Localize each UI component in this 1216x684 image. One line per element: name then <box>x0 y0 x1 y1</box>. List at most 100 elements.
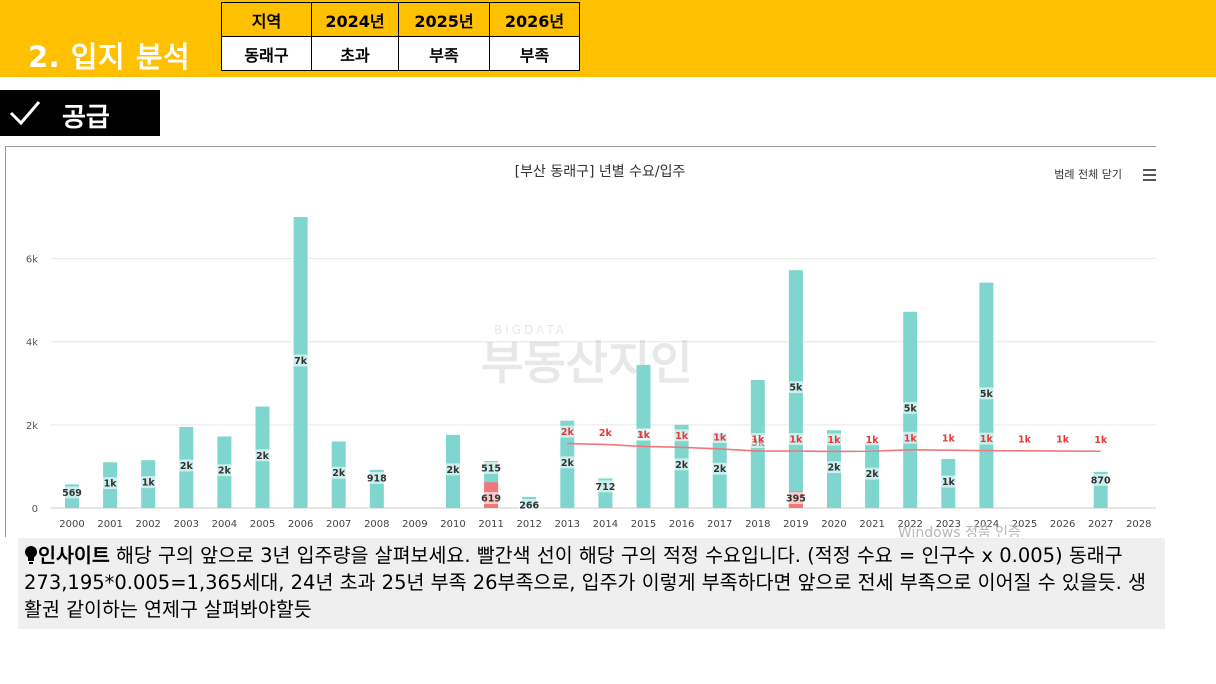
demand-data-label-bg <box>978 432 994 445</box>
partial-data-label: 395 <box>786 494 806 505</box>
demand-data-label: 1k <box>713 432 727 443</box>
x-tick-label: 2002 <box>135 519 160 530</box>
x-tick-label: 2026 <box>1050 519 1075 530</box>
x-tick-label: 2015 <box>631 519 656 530</box>
supply-data-label-bg <box>331 466 347 479</box>
partial-data-label-bg <box>785 492 807 504</box>
demand-data-label: 1k <box>904 433 918 444</box>
supply-data-label-bg <box>864 467 880 480</box>
os-watermark: Windows 정품 인증 <box>898 525 1021 537</box>
supply-data-label: 2k <box>828 463 842 474</box>
demand-data-label-bg <box>826 433 842 446</box>
supply-data-label: 266 <box>519 500 539 511</box>
demand-data-label: 1k <box>1018 434 1032 445</box>
x-tick-label: 2016 <box>669 519 694 530</box>
demand-data-label-bg <box>788 433 804 446</box>
hamburger-menu-icon[interactable] <box>1143 169 1156 181</box>
col-2024: 2024년 <box>311 2 399 37</box>
demand-data-label: 1k <box>828 435 842 446</box>
supply-data-label-bg <box>518 498 540 511</box>
region-table-row: 동래구 초과 부족 부족 <box>221 36 580 71</box>
cell-2024: 초과 <box>311 36 399 71</box>
watermark-small-text: BIGDATA <box>494 323 567 337</box>
supply-data-label-bg <box>445 463 461 476</box>
demand-data-label: 1k <box>1094 435 1108 446</box>
supply-data-label-bg <box>1090 473 1112 486</box>
region-table-header-row: 지역 2024년 2025년 2026년 <box>221 2 580 37</box>
demand-data-label: 1k <box>980 434 994 445</box>
supply-data-label: 1k <box>942 477 956 488</box>
supply-data-label: 2k <box>713 464 727 475</box>
supply-data-label: 2k <box>180 461 194 472</box>
supply-data-label-bg <box>826 461 842 474</box>
demand-line-layer <box>567 442 1101 453</box>
cell-region: 동래구 <box>221 36 312 71</box>
supply-demand-chart: BIGDATA 부동산지인 569 1k 1k 2k 2k 2k 7k 2k 918 2k 515 2… <box>26 164 1156 541</box>
supply-data-label: 5k <box>980 389 994 400</box>
y-tick-label: 4k <box>26 338 38 349</box>
demand-data-label-bg <box>864 433 880 446</box>
demand-data-label-bg <box>1017 432 1032 445</box>
supply-data-label-bg <box>978 387 994 400</box>
supply-data-label-bg <box>140 476 156 489</box>
supply-label: 공급 <box>62 103 110 133</box>
supply-data-label-bg <box>940 475 956 488</box>
demand-data-label: 2k <box>599 428 613 439</box>
demand-data-label-bg <box>750 433 766 446</box>
supply-data-label-bg <box>366 471 388 484</box>
x-tick-label: 2024 <box>974 519 999 530</box>
x-tick-label: 2003 <box>174 519 199 530</box>
section-title: 2. 입지 분석 <box>28 40 191 74</box>
supply-data-label: 918 <box>367 473 387 484</box>
supply-data-label: 5k <box>789 383 803 394</box>
y-tick-label: 0 <box>32 504 38 515</box>
supply-data-label: 2k <box>866 469 880 480</box>
supply-data-label: 2k <box>675 460 689 471</box>
demand-data-label-bg <box>597 426 613 439</box>
x-tick-label: 2027 <box>1088 519 1113 530</box>
supply-section-tag: 공급 <box>0 90 160 136</box>
supply-data-label-bg <box>712 462 728 475</box>
x-tick-label: 2018 <box>745 519 770 530</box>
x-tick-label: 2000 <box>59 519 84 530</box>
legend-toggle-button[interactable]: 범례 전체 닫기 <box>1054 168 1122 181</box>
col-2025: 2025년 <box>398 2 490 37</box>
x-tick-label: 2013 <box>555 519 580 530</box>
axis-layer: 0 2k 4k 6k 2000 2001 2002 2003 2004 2005 2006 2007 2… <box>26 255 1152 530</box>
x-tick-label: 2001 <box>97 519 122 530</box>
demand-data-label: 1k <box>675 431 689 442</box>
x-tick-label: 2012 <box>516 519 541 530</box>
supply-data-label: 2k <box>256 451 270 462</box>
supply-data-label: 1k <box>104 479 118 490</box>
demand-data-label-bg <box>712 430 728 443</box>
supply-data-label: 2k <box>218 466 232 477</box>
supply-data-label: 5k <box>904 403 918 414</box>
x-tick-label: 2010 <box>440 519 465 530</box>
supply-data-label: 1k <box>142 478 156 489</box>
chart-frame: BIGDATA 부동산지인 569 1k 1k 2k 2k 2k 7k 2k 918 2k 515 2… <box>5 146 1156 541</box>
lightbulb-icon <box>24 544 38 567</box>
y-tick-label: 6k <box>26 255 38 266</box>
chart-watermark: BIGDATA 부동산지인 <box>481 323 693 390</box>
supply-data-label-bg <box>61 486 83 499</box>
x-tick-label: 2028 <box>1126 519 1151 530</box>
demand-data-label: 2k <box>561 427 575 438</box>
supply-data-label-bg <box>480 462 502 475</box>
x-tick-label: 2007 <box>326 519 351 530</box>
supply-data-label-bg <box>255 449 270 462</box>
x-tick-label: 2017 <box>707 519 732 530</box>
demand-data-label: 1k <box>637 430 651 441</box>
insight-box: 인사이트 해당 구의 앞으로 3년 입주량을 살펴보세요. 빨간색 선이 해당 … <box>18 538 1165 629</box>
supply-data-label: 870 <box>1091 475 1111 486</box>
demand-data-label-bg <box>1093 433 1109 446</box>
watermark-main-text: 부동산지인 <box>481 336 693 390</box>
x-tick-label: 2023 <box>936 519 961 530</box>
x-tick-label: 2008 <box>364 519 389 530</box>
supply-data-label-bg <box>293 354 309 367</box>
header-bar: 2. 입지 분석 <box>0 0 1216 77</box>
checkmark-icon <box>9 101 41 126</box>
region-table: 지역 2024년 2025년 2026년 동래구 초과 부족 부족 <box>221 2 580 71</box>
supply-data-label: 2k <box>561 458 575 469</box>
insight-text: 해당 구의 앞으로 3년 입주량을 살펴보세요. 빨간색 선이 해당 구의 적정… <box>24 544 1146 621</box>
supply-data-label: 569 <box>62 488 82 499</box>
